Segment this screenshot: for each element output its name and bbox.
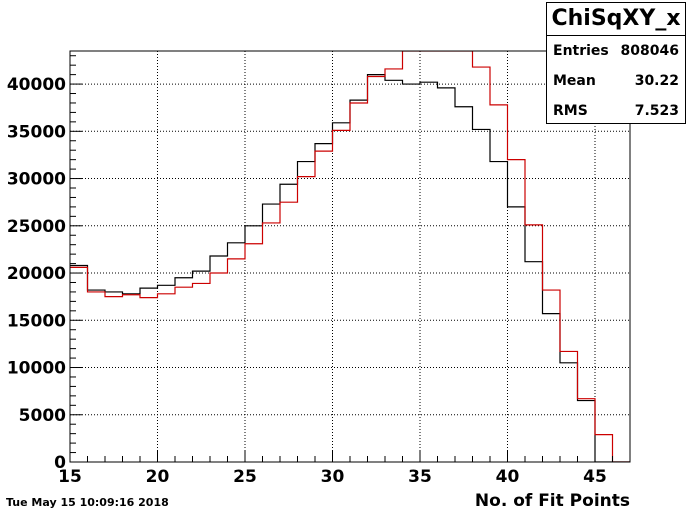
entries-label: Entries — [553, 43, 609, 59]
y-tick-label: 30000 — [7, 170, 66, 190]
y-tick-label: 20000 — [7, 264, 66, 284]
y-tick-label: 25000 — [7, 217, 66, 237]
timestamp: Tue May 15 10:09:16 2018 — [6, 496, 169, 509]
rms-value: 7.523 — [634, 103, 679, 119]
x-tick-label: 20 — [146, 467, 170, 487]
stats-box: ChiSqXY_x Entries 808046 Mean 30.22 RMS … — [546, 2, 686, 124]
histogram-series-1 — [70, 74, 630, 462]
mean-value: 30.22 — [634, 73, 679, 89]
mean-label: Mean — [553, 73, 596, 89]
x-axis-label: No. of Fit Points — [474, 491, 630, 511]
x-tick-label: 45 — [583, 467, 607, 487]
y-tick-label: 5000 — [19, 406, 66, 426]
axes: 15 20 25 30 35 40 45 0 5000 10000 15000 20000 25000 3… — [7, 55, 631, 487]
y-tick-label: 15000 — [7, 311, 66, 331]
stats-title: ChiSqXY_x — [547, 3, 685, 36]
grid — [69, 51, 630, 463]
stats-entries-row: Entries 808046 — [547, 36, 685, 66]
series-layer — [70, 51, 630, 462]
y-tick-label: 0 — [54, 453, 66, 473]
entries-value: 808046 — [620, 43, 679, 59]
x-tick-label: 25 — [233, 467, 257, 487]
histogram-series-2 — [70, 51, 630, 462]
x-tick-label: 30 — [321, 467, 345, 487]
stats-rms-row: RMS 7.523 — [547, 96, 685, 126]
y-tick-label: 40000 — [7, 75, 66, 95]
x-tick-label: 15 — [58, 467, 82, 487]
rms-label: RMS — [553, 103, 588, 119]
x-tick-label: 40 — [496, 467, 520, 487]
y-tick-label: 35000 — [7, 122, 66, 142]
y-tick-label: 10000 — [7, 359, 66, 379]
stats-mean-row: Mean 30.22 — [547, 66, 685, 96]
x-tick-label: 35 — [408, 467, 432, 487]
